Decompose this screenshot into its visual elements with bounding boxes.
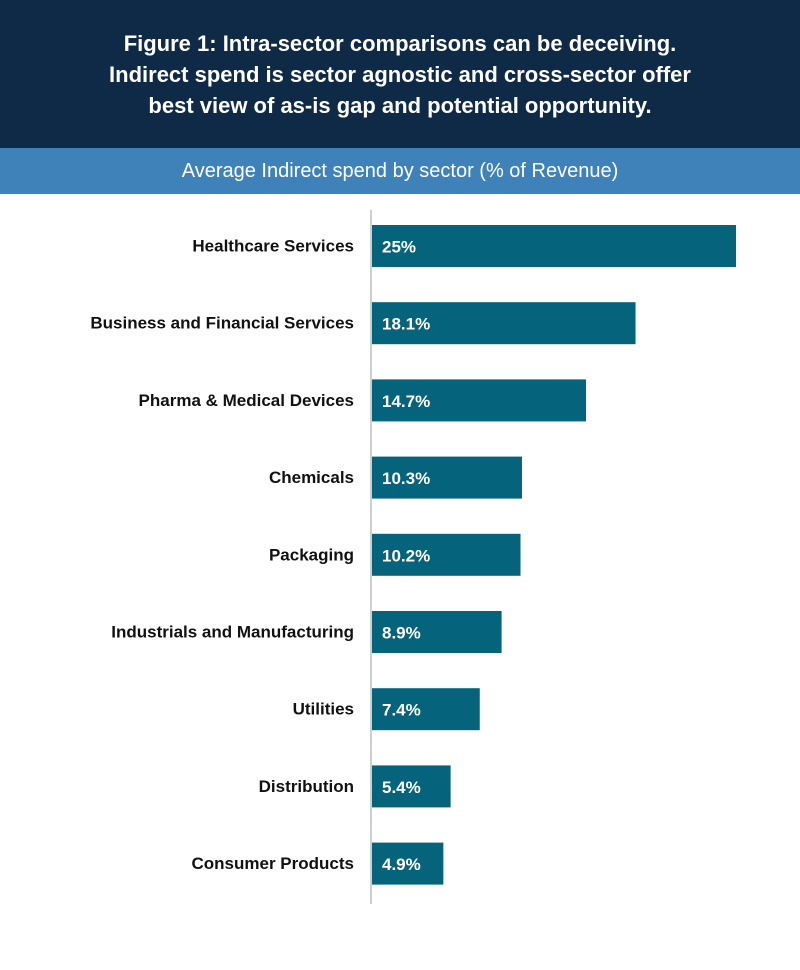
title-line-3: best view of as-is gap and potential opp… [148, 92, 652, 118]
data-label: 5.4% [382, 778, 421, 797]
bar [372, 225, 736, 267]
data-label: 4.9% [382, 855, 421, 874]
data-label: 18.1% [382, 315, 430, 334]
data-label: 25% [382, 238, 416, 257]
data-label: 8.9% [382, 624, 421, 643]
bar [372, 688, 480, 731]
bar [372, 842, 444, 885]
data-label: 10.3% [382, 469, 430, 488]
title-line-1: Figure 1: Intra-sector comparisons can b… [123, 30, 677, 56]
chart-subtitle: Average Indirect spend by sector (% of R… [181, 159, 619, 182]
title-banner: Figure 1: Intra-sector comparisons can b… [0, 0, 800, 148]
category-label: Healthcare Services [192, 237, 354, 256]
bar [372, 302, 636, 345]
category-label: Consumer Products [192, 854, 354, 873]
title-line-2: Indirect spend is sector agnostic and cr… [109, 61, 691, 87]
category-label: Business and Financial Services [90, 314, 354, 333]
category-label: Chemicals [269, 468, 354, 487]
category-label: Packaging [269, 545, 354, 564]
data-label: 7.4% [382, 701, 421, 720]
category-label: Industrials and Manufacturing [111, 623, 354, 642]
subtitle-banner: Average Indirect spend by sector (% of R… [0, 148, 800, 194]
data-label: 10.2% [382, 546, 430, 565]
bar [372, 533, 521, 576]
bar [372, 456, 522, 499]
bar [372, 611, 502, 653]
category-label: Distribution [259, 777, 354, 796]
bar-chart: Healthcare Services 25% Business and Finan… [90, 210, 736, 904]
category-label: Utilities [293, 700, 354, 719]
data-label: 14.7% [382, 392, 430, 411]
category-label: Pharma & Medical Devices [139, 391, 354, 410]
bar [372, 379, 587, 422]
bar [372, 765, 451, 808]
